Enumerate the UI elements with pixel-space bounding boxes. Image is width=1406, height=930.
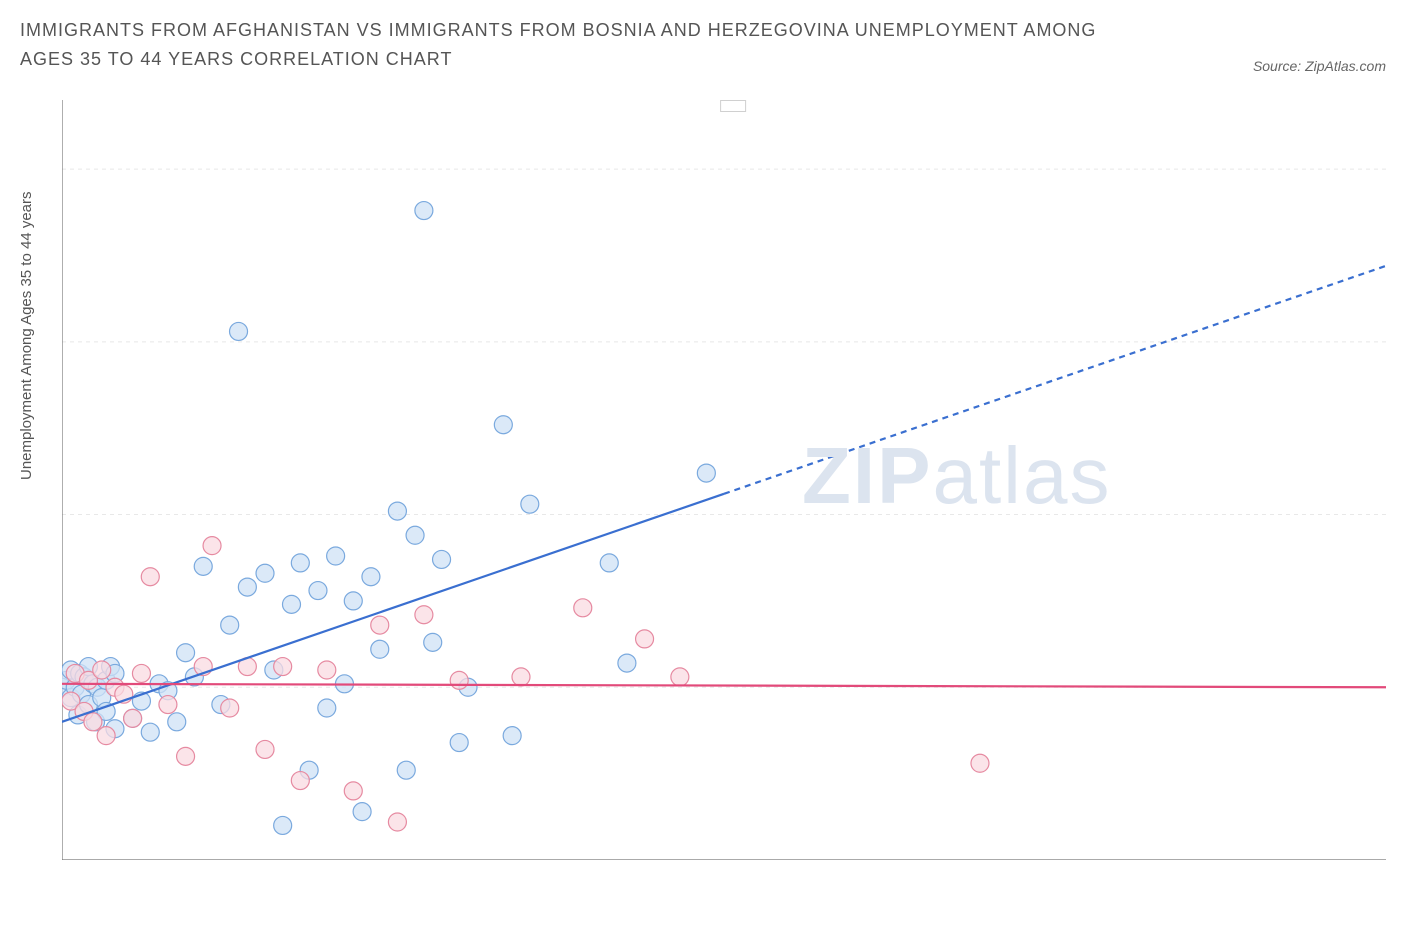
data-point xyxy=(282,595,300,613)
data-point xyxy=(221,616,239,634)
data-point xyxy=(450,671,468,689)
data-point xyxy=(238,578,256,596)
data-point xyxy=(344,782,362,800)
data-point xyxy=(574,599,592,617)
y-axis-label: Unemployment Among Ages 35 to 44 years xyxy=(18,191,35,480)
scatter-chart xyxy=(62,100,1386,860)
data-point xyxy=(371,616,389,634)
data-point xyxy=(521,495,539,513)
data-point xyxy=(274,658,292,676)
correlation-stats-box xyxy=(720,100,746,112)
data-point xyxy=(362,568,380,586)
data-point xyxy=(371,640,389,658)
trend-line xyxy=(62,684,1386,687)
data-point xyxy=(159,696,177,714)
data-point xyxy=(671,668,689,686)
data-point xyxy=(124,709,142,727)
data-point xyxy=(503,727,521,745)
data-point xyxy=(415,202,433,220)
data-point xyxy=(600,554,618,572)
data-point xyxy=(132,664,150,682)
data-point xyxy=(291,772,309,790)
data-point xyxy=(450,734,468,752)
data-point xyxy=(291,554,309,572)
data-point xyxy=(353,803,371,821)
data-point xyxy=(424,633,442,651)
data-point xyxy=(203,537,221,555)
data-point xyxy=(221,699,239,717)
data-point xyxy=(141,723,159,741)
data-point xyxy=(318,661,336,679)
data-point xyxy=(194,557,212,575)
source-label: Source: ZipAtlas.com xyxy=(1253,58,1386,74)
data-point xyxy=(177,747,195,765)
chart-area: ZIPatlas xyxy=(62,100,1386,890)
data-point xyxy=(415,606,433,624)
data-point xyxy=(388,813,406,831)
data-point xyxy=(84,713,102,731)
data-point xyxy=(344,592,362,610)
data-point xyxy=(397,761,415,779)
data-point xyxy=(512,668,530,686)
data-point xyxy=(274,816,292,834)
data-point xyxy=(318,699,336,717)
data-point xyxy=(256,564,274,582)
data-point xyxy=(177,644,195,662)
data-point xyxy=(618,654,636,672)
data-point xyxy=(388,502,406,520)
data-point xyxy=(697,464,715,482)
data-point xyxy=(406,526,424,544)
data-point xyxy=(636,630,654,648)
data-point xyxy=(256,740,274,758)
data-point xyxy=(971,754,989,772)
chart-title: IMMIGRANTS FROM AFGHANISTAN VS IMMIGRANT… xyxy=(20,16,1120,74)
data-point xyxy=(141,568,159,586)
data-point xyxy=(230,322,248,340)
data-point xyxy=(168,713,186,731)
data-point xyxy=(93,661,111,679)
data-point xyxy=(494,416,512,434)
data-point xyxy=(309,582,327,600)
trend-line-extension xyxy=(724,266,1386,494)
data-point xyxy=(433,550,451,568)
data-point xyxy=(97,727,115,745)
data-point xyxy=(327,547,345,565)
